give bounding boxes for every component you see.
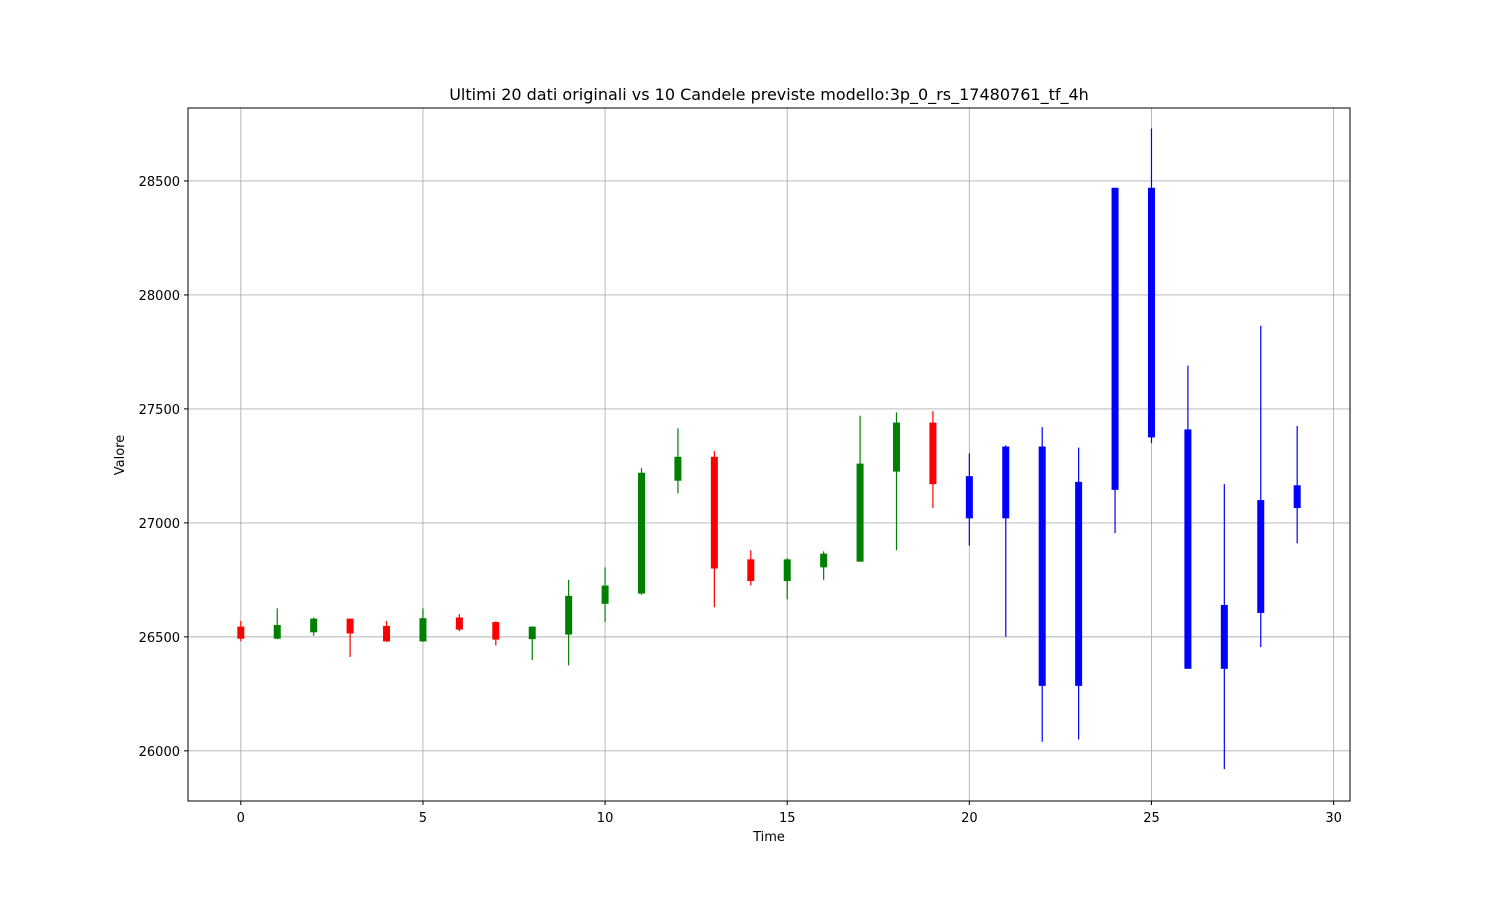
candle-body bbox=[310, 618, 318, 633]
candle-body bbox=[492, 622, 500, 640]
y-tick-label: 28000 bbox=[139, 289, 180, 304]
chart-title: Ultimi 20 dati originali vs 10 Candele p… bbox=[449, 85, 1089, 105]
y-tick-label: 27000 bbox=[139, 517, 180, 532]
candle-body bbox=[892, 422, 900, 472]
candle-body bbox=[820, 553, 828, 568]
x-tick-label: 10 bbox=[597, 811, 614, 826]
candle-body bbox=[237, 626, 245, 639]
y-axis-label: Valore bbox=[113, 435, 128, 475]
candle-body bbox=[1184, 429, 1192, 669]
candle-body bbox=[383, 625, 391, 642]
y-tick-label: 27500 bbox=[139, 403, 180, 418]
y-tick-label: 26500 bbox=[139, 631, 180, 646]
x-tick-label: 25 bbox=[1143, 811, 1160, 826]
x-axis-label: Time bbox=[752, 830, 785, 845]
candle-body bbox=[1257, 500, 1265, 613]
y-tick-label: 26000 bbox=[139, 745, 180, 760]
candle-body bbox=[1147, 187, 1155, 438]
x-tick-label: 20 bbox=[961, 811, 978, 826]
candles bbox=[237, 128, 1301, 770]
y-tick-label: 28500 bbox=[139, 175, 180, 190]
x-tick-label: 5 bbox=[419, 811, 427, 826]
candle-body bbox=[783, 559, 791, 582]
candle-body bbox=[601, 585, 609, 604]
candle-body bbox=[710, 456, 718, 569]
candle-body bbox=[1293, 485, 1301, 509]
candle-body bbox=[1075, 481, 1083, 686]
candle-body bbox=[747, 559, 755, 582]
candle-body bbox=[965, 476, 973, 519]
x-tick-label: 30 bbox=[1325, 811, 1342, 826]
candle-body bbox=[528, 626, 536, 640]
candle-body bbox=[1038, 446, 1046, 686]
x-tick-label: 0 bbox=[237, 811, 245, 826]
candle-body bbox=[273, 625, 281, 639]
x-tick-label: 15 bbox=[779, 811, 796, 826]
candle-body bbox=[1111, 187, 1119, 490]
candle-body bbox=[674, 456, 682, 481]
candle-body bbox=[856, 463, 864, 562]
candle-body bbox=[1002, 446, 1010, 519]
candle-body bbox=[638, 472, 646, 594]
candle-body bbox=[346, 618, 354, 634]
candle-body bbox=[565, 595, 573, 635]
plot-frame bbox=[187, 107, 1351, 802]
candle-body bbox=[455, 617, 463, 630]
candle-body bbox=[929, 422, 937, 485]
axis-ticks: 0 5 10 15 20 25 30 26000 26500 27000 27500 28000 285… bbox=[139, 175, 1342, 826]
candle-body bbox=[1220, 604, 1228, 669]
candle-body bbox=[419, 618, 427, 642]
